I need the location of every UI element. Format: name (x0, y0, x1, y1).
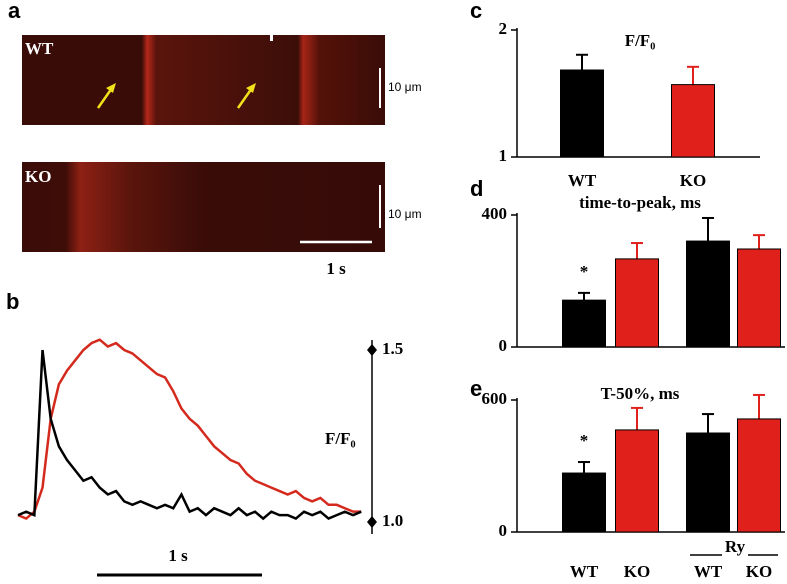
annotation: * (580, 262, 589, 281)
y-tick-label: 400 (482, 204, 508, 223)
annotation: * (580, 431, 589, 450)
panel-label: e (470, 376, 482, 401)
x-tick-label: WT (694, 562, 723, 581)
scale-label: 10 μm (388, 207, 422, 221)
tick-mark (367, 516, 377, 528)
panel-label: a (8, 0, 21, 23)
scale-label: 1 s (326, 259, 346, 278)
chart-title: time-to-peak, ms (579, 193, 701, 212)
scale-label: 10 μm (388, 80, 422, 94)
trace (17, 338, 362, 521)
tick-mark (367, 344, 377, 356)
marker (270, 35, 273, 41)
arrow-head (246, 83, 256, 93)
image-label: KO (25, 167, 51, 186)
bar (686, 240, 730, 348)
trace (17, 349, 362, 521)
bar (560, 69, 604, 158)
linescan-images: WT 10 μm KO 10 μm 1 s (22, 35, 422, 278)
bar (562, 472, 606, 533)
panel-labels: a b c d e (6, 0, 483, 401)
x-tick-label: KO (680, 171, 706, 190)
bar (737, 418, 781, 533)
y-tick-label: 2 (499, 19, 508, 38)
wt-image (22, 35, 385, 125)
y-tick-label: 1.0 (382, 511, 403, 530)
group-label: Ry (725, 537, 746, 556)
panel-label: d (470, 176, 483, 201)
bar (562, 299, 606, 348)
image-label: WT (25, 39, 54, 58)
chart-title: F/F₀ (625, 31, 656, 50)
y-tick-label: 0 (499, 521, 508, 540)
y-tick-label: 1 (499, 146, 508, 165)
arrow (96, 87, 114, 109)
bar (615, 258, 659, 348)
x-tick-label: WT (568, 171, 597, 190)
bar (737, 248, 781, 348)
bar (615, 429, 659, 533)
x-tick-label: KO (746, 562, 772, 581)
bar (671, 84, 715, 158)
x-tick-label: KO (624, 562, 650, 581)
arrow (236, 87, 254, 109)
panel-label: b (6, 289, 19, 314)
chart-title: T-50%, ms (601, 384, 680, 403)
y-axis-label: F/F₀ (325, 429, 356, 448)
y-tick-label: 0 (499, 336, 508, 355)
ko-image (22, 162, 385, 252)
scale-label: 1 s (168, 546, 188, 565)
bar (686, 432, 730, 533)
y-tick-label: 600 (482, 389, 508, 408)
y-tick-label: 1.5 (382, 339, 403, 358)
panel-label: c (470, 0, 482, 23)
x-tick-label: WT (570, 562, 599, 581)
arrow-head (106, 83, 116, 93)
